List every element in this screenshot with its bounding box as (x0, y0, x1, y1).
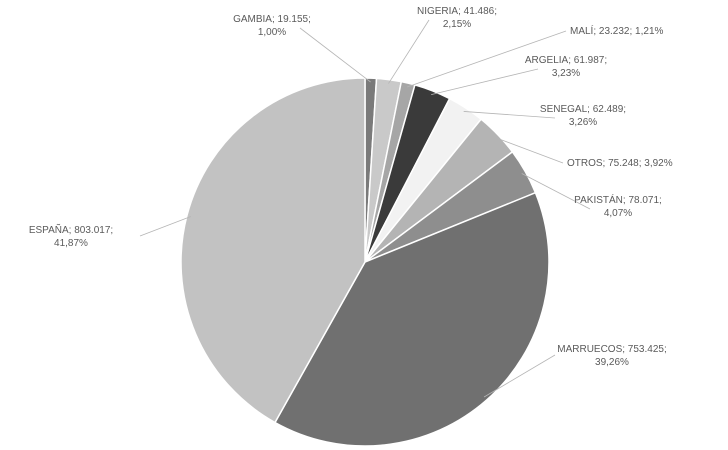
data-label-pakistan: PAKISTÁN; 78.071; 4,07% (574, 193, 662, 219)
leader-line-marruecos (483, 354, 556, 398)
data-label-mali: MALÍ; 23.232; 1,21% (570, 24, 664, 37)
leader-line-nigeria (388, 19, 430, 84)
pie-slice-espana (180, 77, 366, 424)
data-label-senegal: SENEGAL; 62.489; 3,26% (540, 104, 626, 128)
data-labels: GAMBIA; 19.155; 1,00% NIGERIA; 41.486; 2,15… (29, 6, 673, 368)
leader-lines (139, 19, 591, 398)
leader-line-argelia (431, 68, 539, 95)
data-label-marruecos: MARRUECOS; 753.425; 39,26% (557, 344, 667, 368)
leader-line-pakistan (521, 173, 591, 210)
data-label-nigeria: NIGERIA; 41.486; 2,15% (417, 6, 497, 30)
data-label-gambia: GAMBIA; 19.155; 1,00% (233, 14, 311, 38)
leader-line-espana (139, 216, 191, 237)
pie-slices (180, 77, 550, 447)
leader-line-otros (494, 136, 564, 164)
pie-slice-marruecos (273, 191, 550, 447)
data-label-espana: ESPAÑA; 803.017; 41,87% (29, 223, 113, 249)
leader-line-mali (407, 30, 567, 88)
data-label-argelia: ARGELIA; 61.987; 3,23% (525, 55, 607, 79)
data-label-otros: OTROS; 75.248; 3,92% (567, 158, 673, 169)
leader-line-gambia (299, 27, 371, 83)
leader-line-senegal (463, 111, 556, 119)
